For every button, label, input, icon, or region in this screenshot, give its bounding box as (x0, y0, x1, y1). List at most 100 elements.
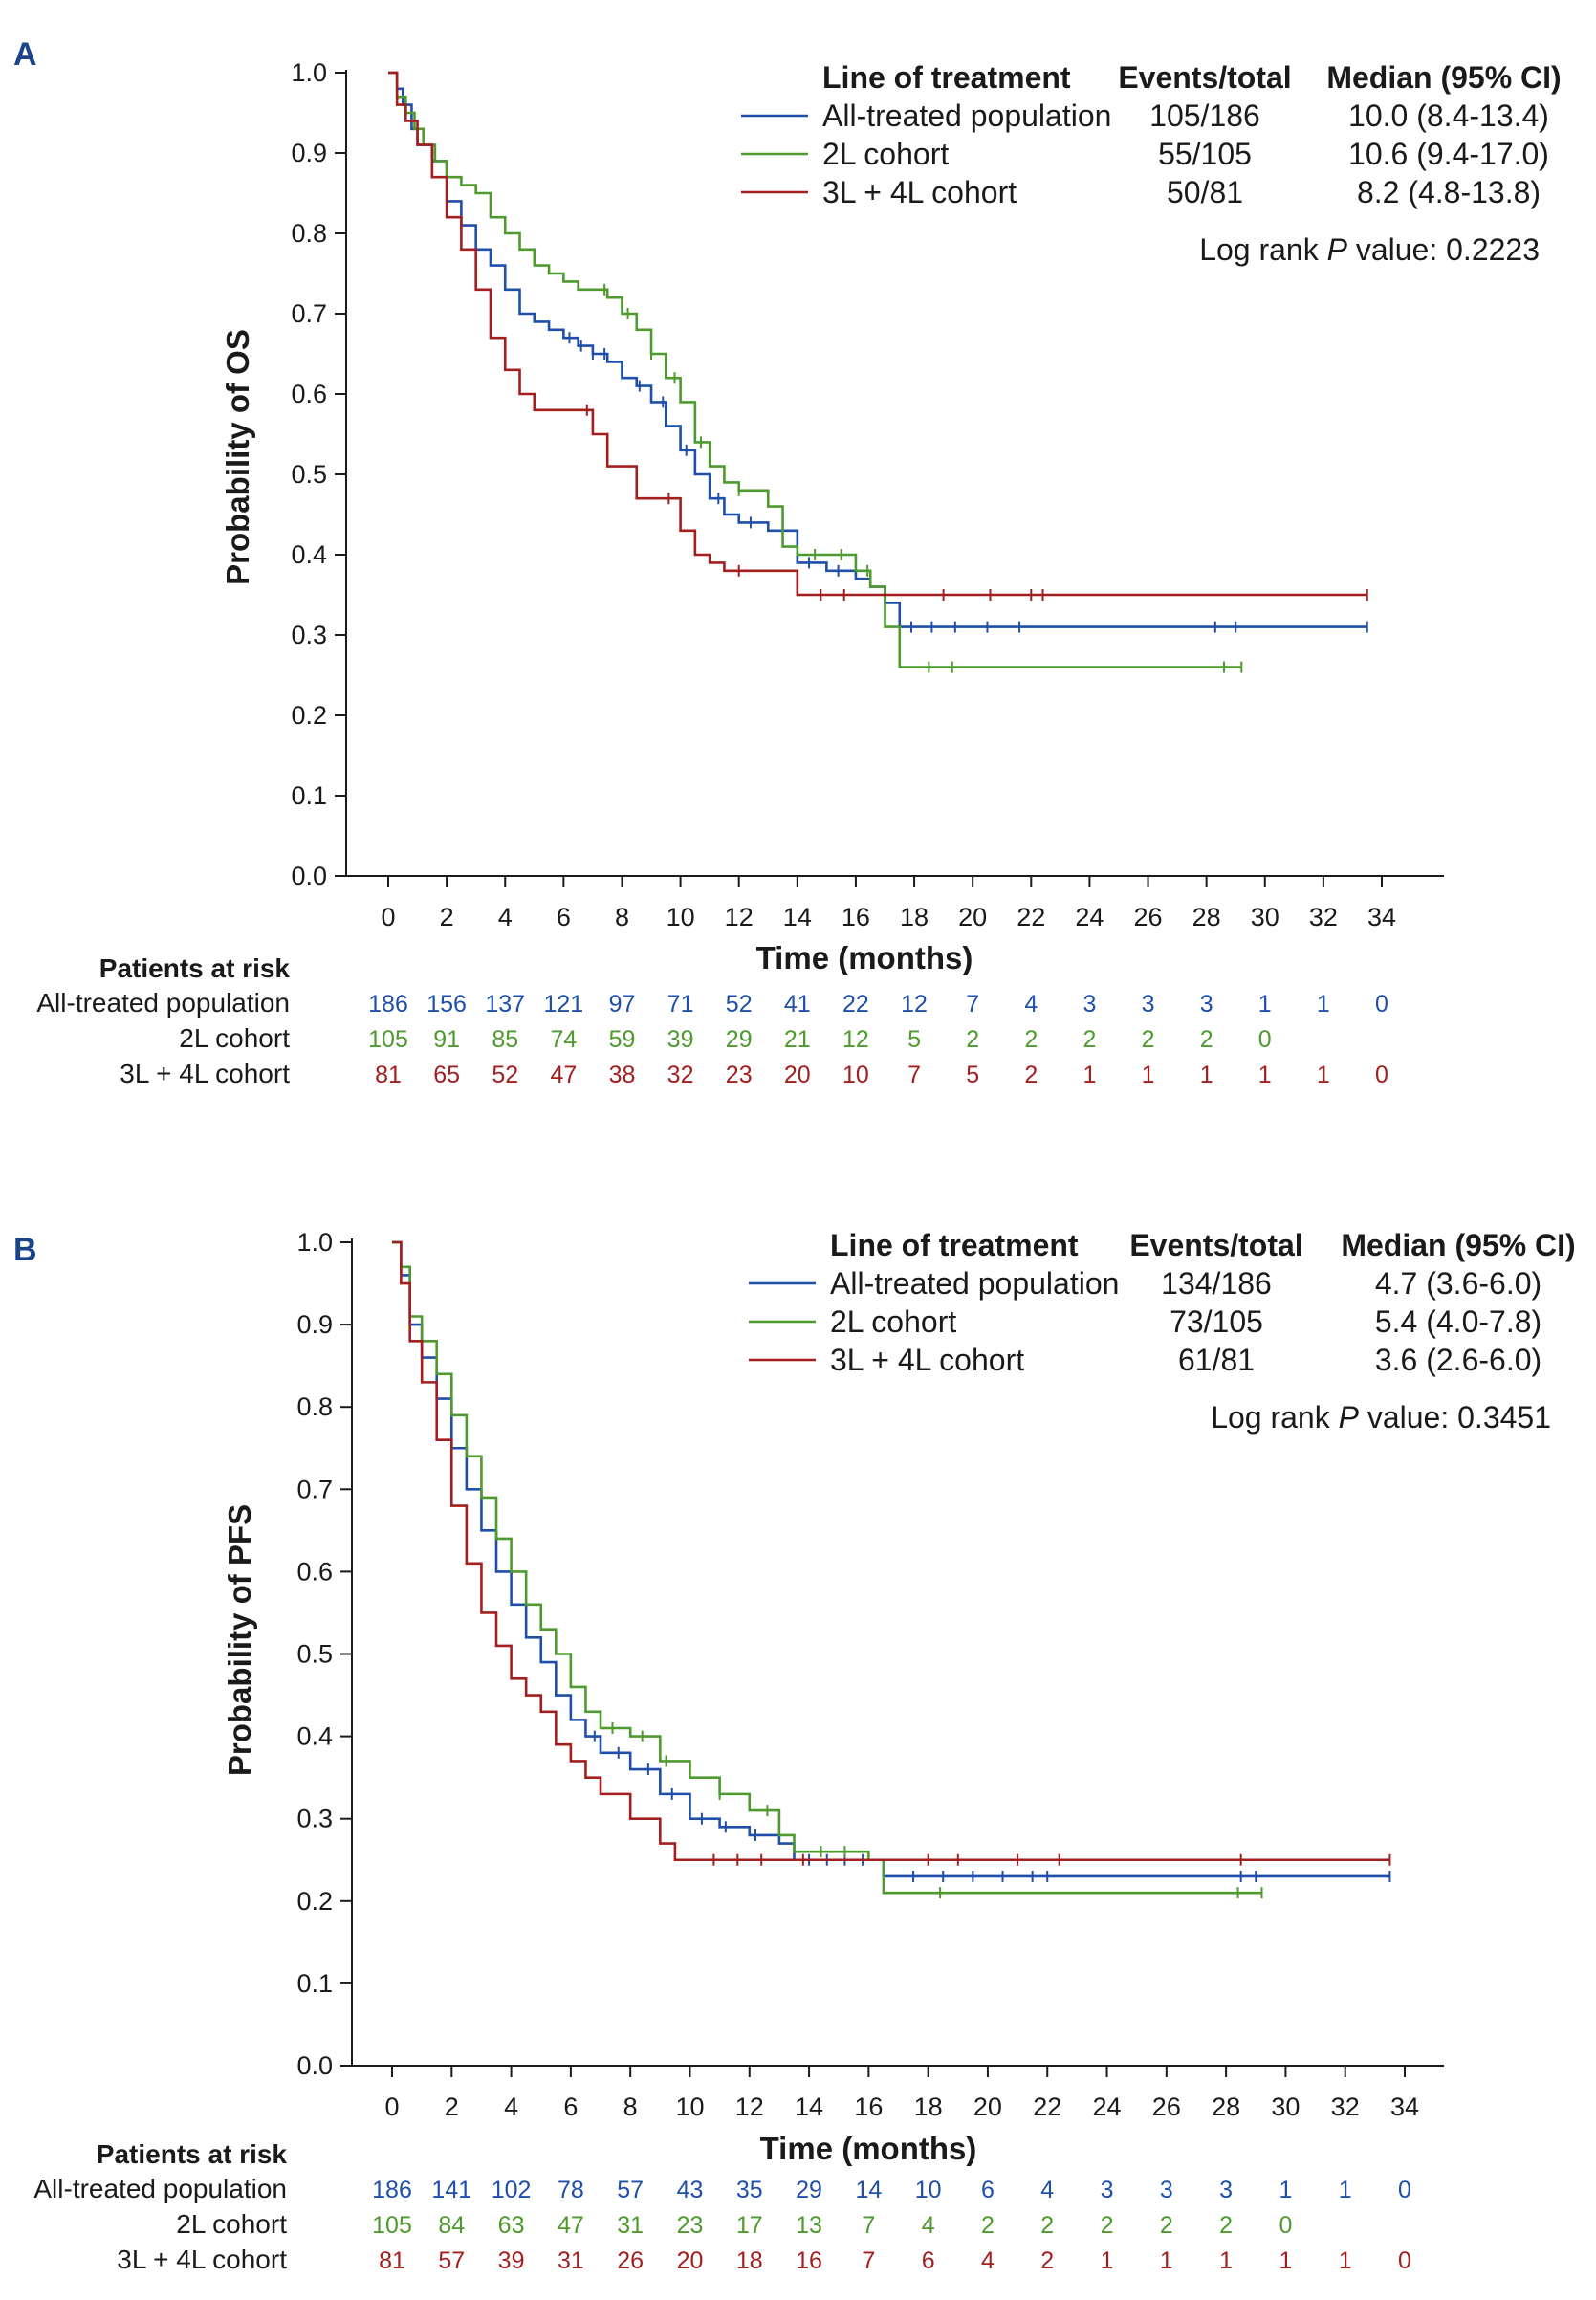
at-risk-value-2l: 31 (617, 2212, 644, 2239)
at-risk-value-all: 3 (1219, 2177, 1233, 2203)
at-risk-value-3l4l: 39 (498, 2247, 525, 2274)
at-risk-value-2l: 0 (1258, 1026, 1272, 1053)
at-risk-value-all: 35 (736, 2177, 763, 2203)
legend-events-all-b: 134/186 (1161, 1266, 1272, 1301)
x-tick-label: 32 (1331, 2092, 1360, 2121)
at-risk-value-all: 1 (1339, 2177, 1352, 2203)
x-tick-label: 12 (725, 903, 754, 931)
x-tick-label: 10 (667, 903, 695, 931)
km-curve-2l (388, 71, 1242, 668)
at-risk-value-2l: 0 (1279, 2212, 1292, 2239)
legend-b: Line of treatment Events/total Median (9… (749, 1228, 1576, 1435)
x-tick-label: 14 (783, 903, 812, 931)
at-risk-value-2l: 105 (368, 1026, 408, 1053)
at-risk-value-all: 52 (726, 991, 753, 1018)
at-risk-value-2l: 17 (736, 2212, 763, 2239)
at-risk-value-3l4l: 7 (862, 2247, 875, 2274)
panel-label-b: B (13, 1232, 37, 1268)
x-tick-label: 28 (1212, 2092, 1240, 2121)
x-tick-label: 18 (900, 903, 929, 931)
x-tick-label: 16 (842, 903, 870, 931)
at-risk-value-2l: 2 (1160, 2212, 1173, 2239)
legend-median-2l-b: 5.4 (4.0-7.8) (1375, 1304, 1541, 1339)
at-risk-value-2l: 47 (558, 2212, 584, 2239)
y-tick-label: 0.4 (296, 1722, 333, 1751)
at-risk-label-3l4l-b: 3L + 4L cohort (117, 2245, 287, 2274)
y-tick-label: 1.0 (291, 58, 327, 87)
panel-label-a: A (13, 36, 37, 73)
at-risk-value-3l4l: 23 (726, 1062, 753, 1088)
at-risk-value-all: 137 (485, 991, 525, 1018)
at-risk-value-all: 22 (842, 991, 869, 1018)
km-curves-b (392, 1240, 1391, 1899)
at-risk-value-3l4l: 38 (609, 1062, 636, 1088)
at-risk-value-3l4l: 26 (617, 2247, 644, 2274)
at-risk-value-3l4l: 1 (1200, 1062, 1213, 1088)
x-tick-label: 20 (958, 903, 987, 931)
x-tick-label: 22 (1033, 2092, 1061, 2121)
x-tick-label: 26 (1152, 2092, 1181, 2121)
at-risk-value-all: 4 (1024, 991, 1038, 1018)
at-risk-value-2l: 12 (842, 1026, 869, 1053)
at-risk-value-all: 102 (492, 2177, 532, 2203)
at-risk-value-all: 186 (368, 991, 408, 1018)
y-tick-label: 0.5 (291, 460, 327, 489)
legend-header-events-a: Events/total (1118, 60, 1291, 95)
at-risk-value-3l4l: 10 (842, 1062, 869, 1088)
km-curve-2l (392, 1240, 1262, 1895)
at-risk-label-all-a: All-treated population (36, 988, 290, 1018)
legend-events-3l4l-a: 50/81 (1167, 175, 1243, 209)
y-tick-label: 0.0 (291, 862, 327, 890)
at-risk-value-3l4l: 1 (1142, 1062, 1155, 1088)
at-risk-value-2l: 2 (1024, 1026, 1038, 1053)
legend-name-3l4l-a: 3L + 4L cohort (822, 175, 1017, 209)
x-axis-title-a: Time (months) (756, 940, 973, 975)
at-risk-table-b: Patients at risk All-treated population … (33, 2139, 1411, 2274)
at-risk-value-all: 78 (558, 2177, 584, 2203)
at-risk-label-3l4l-a: 3L + 4L cohort (120, 1059, 290, 1088)
at-risk-value-2l: 85 (492, 1026, 518, 1053)
at-risk-value-3l4l: 2 (1040, 2247, 1054, 2274)
at-risk-value-2l: 2 (1101, 2212, 1114, 2239)
at-risk-value-2l: 105 (372, 2212, 412, 2239)
at-risk-value-2l: 13 (796, 2212, 822, 2239)
at-risk-value-2l: 2 (1082, 1026, 1096, 1053)
at-risk-value-3l4l: 52 (492, 1062, 518, 1088)
y-tick-label: 0.1 (291, 781, 327, 810)
at-risk-value-all: 141 (431, 2177, 471, 2203)
at-risk-value-3l4l: 20 (784, 1062, 811, 1088)
km-curve-3l4l (388, 71, 1367, 597)
at-risk-value-3l4l: 4 (981, 2247, 995, 2274)
y-tick-label: 0.0 (296, 2051, 333, 2080)
legend-median-all-a: 10.0 (8.4-13.4) (1348, 99, 1549, 133)
at-risk-value-2l: 2 (1200, 1026, 1213, 1053)
y-tick-label: 1.0 (296, 1228, 333, 1257)
at-risk-label-2l-a: 2L cohort (179, 1023, 290, 1053)
legend-header-median-b: Median (95% CI) (1341, 1228, 1575, 1262)
at-risk-value-all: 3 (1082, 991, 1096, 1018)
y-axis-title-a: Probability of OS (220, 329, 255, 585)
x-tick-label: 34 (1367, 903, 1396, 931)
at-risk-value-3l4l: 57 (438, 2247, 465, 2274)
at-risk-value-all: 3 (1200, 991, 1213, 1018)
at-risk-value-3l4l: 1 (1339, 2247, 1352, 2274)
km-curve-3l4l (392, 1240, 1390, 1862)
at-risk-value-all: 3 (1142, 991, 1155, 1018)
at-risk-value-2l: 2 (981, 2212, 995, 2239)
y-tick-label: 0.2 (291, 701, 327, 730)
legend-median-all-b: 4.7 (3.6-6.0) (1375, 1266, 1541, 1301)
x-tick-label: 0 (384, 2092, 399, 2121)
x-tick-label: 2 (445, 2092, 459, 2121)
x-tick-label: 18 (914, 2092, 943, 2121)
legend-name-2l-b: 2L cohort (830, 1304, 956, 1339)
at-risk-value-all: 57 (617, 2177, 644, 2203)
legend-header-line-a: Line of treatment (822, 60, 1071, 95)
at-risk-value-all: 1 (1317, 991, 1330, 1018)
at-risk-value-2l: 2 (1219, 2212, 1233, 2239)
legend-median-3l4l-b: 3.6 (2.6-6.0) (1375, 1343, 1541, 1377)
at-risk-value-2l: 2 (1040, 2212, 1054, 2239)
x-tick-label: 2 (440, 903, 454, 931)
at-risk-value-2l: 39 (667, 1026, 694, 1053)
at-risk-value-3l4l: 81 (375, 1062, 402, 1088)
